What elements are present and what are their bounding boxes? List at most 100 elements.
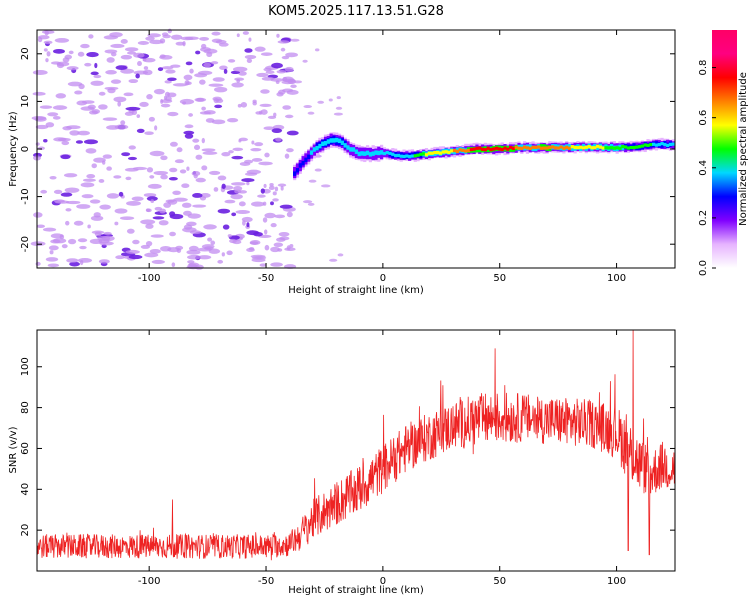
noise-blob [157, 67, 164, 72]
noise-blob [221, 252, 225, 257]
spectrogram-xlabel: Height of straight line (km) [288, 285, 424, 296]
ridge-cell [581, 146, 586, 150]
noise-blob [231, 155, 244, 160]
ridge-cell [408, 155, 412, 159]
ridge-cell [621, 144, 625, 149]
spectrogram-ylabel: Frequency (Hz) [8, 111, 19, 187]
noise-blob [120, 120, 126, 126]
noise-blob [201, 137, 205, 144]
ridge-cell [312, 147, 316, 152]
noise-blob [246, 222, 250, 228]
noise-blob [163, 202, 172, 208]
noise-blob [274, 186, 279, 192]
noise-blob [144, 252, 159, 258]
noise-blob [125, 176, 132, 181]
ridge-cell [511, 146, 516, 151]
noise-blob [230, 70, 240, 75]
noise-blob [53, 48, 65, 54]
noise-blob [176, 147, 183, 153]
noise-blob [169, 211, 176, 217]
noise-blob [228, 150, 234, 154]
y-tick-label: 10 [20, 95, 31, 108]
ridge-cell [514, 145, 518, 149]
noise-blob [87, 224, 91, 229]
colorbar-tick-label: 0.8 [698, 60, 709, 76]
ridge-cell [497, 147, 501, 151]
y-tick-label: 20 [20, 524, 31, 537]
noise-blob [80, 43, 90, 49]
ridge-cell [455, 149, 459, 154]
noise-blob [218, 42, 229, 47]
noise-blob [282, 76, 288, 82]
noise-blob [86, 174, 96, 179]
ridge-cell [671, 142, 675, 146]
ridge-cell [469, 147, 473, 152]
noise-blob [278, 89, 286, 95]
spectrogram-x-axis: -100 -50 0 50 100 [138, 30, 626, 284]
noise-blob [257, 194, 266, 198]
ridge-cell [556, 146, 560, 150]
noise-blob [149, 39, 164, 45]
ridge-cell [559, 145, 563, 149]
snr-series-line [36, 329, 676, 561]
colorbar: 0.0 0.2 0.4 0.6 0.8 Normalized spectral ampl… [698, 30, 749, 276]
noise-blob [201, 165, 208, 171]
noise-blob [50, 233, 64, 239]
noise-blob [167, 28, 172, 34]
noise-blob [231, 212, 237, 217]
noise-blob [91, 163, 97, 169]
ridge-cell [612, 146, 616, 150]
noise-blob [52, 115, 61, 120]
noise-blob [106, 57, 115, 63]
noise-blob [192, 138, 200, 143]
snr-panel: -100 -50 0 50 100 20 40 60 80 100 Height of stra… [8, 329, 676, 596]
noise-blob [186, 265, 201, 270]
spectrogram-noise-layer [30, 28, 344, 270]
ridge-cell [587, 144, 591, 149]
y-tick-label: 40 [20, 483, 31, 496]
noise-blob [285, 52, 298, 58]
noise-blob [128, 254, 143, 260]
noise-blob [251, 256, 267, 260]
ridge-cell [388, 151, 392, 155]
noise-blob [49, 176, 57, 180]
noise-blob [320, 184, 331, 188]
ridge-cell [539, 146, 544, 150]
ridge-cell [391, 152, 395, 156]
colorbar-gradient [712, 30, 737, 268]
snr-ylabel: SNR (v/v) [8, 426, 19, 473]
noise-blob [260, 52, 273, 56]
ridge-cell [349, 147, 353, 152]
noise-blob [183, 130, 195, 135]
noise-blob [264, 152, 270, 158]
noise-blob [217, 175, 227, 181]
noise-blob [120, 68, 135, 74]
noise-blob [160, 174, 168, 180]
noise-blob [64, 187, 80, 193]
ridge-cell [298, 163, 302, 168]
noise-blob [284, 66, 294, 72]
noise-blob [126, 200, 141, 206]
noise-blob [69, 261, 80, 267]
noise-blob [329, 258, 338, 262]
noise-blob [336, 96, 341, 100]
noise-blob [84, 62, 92, 67]
noise-blob [201, 106, 206, 111]
noise-blob [152, 216, 165, 220]
noise-blob [212, 96, 222, 102]
y-tick-label: 0 [20, 146, 31, 152]
ridge-cell [579, 145, 583, 149]
ridge-cell [385, 150, 389, 155]
noise-blob [102, 154, 112, 159]
noise-blob [229, 238, 237, 244]
ridge-cell [520, 146, 524, 150]
noise-blob [188, 113, 193, 117]
noise-blob [203, 224, 217, 230]
noise-blob [68, 238, 77, 245]
noise-blob [124, 47, 139, 52]
noise-blob [145, 240, 153, 247]
noise-blob [179, 169, 187, 174]
ridge-cell [480, 147, 485, 151]
noise-blob [131, 196, 144, 202]
noise-blob [66, 66, 79, 71]
